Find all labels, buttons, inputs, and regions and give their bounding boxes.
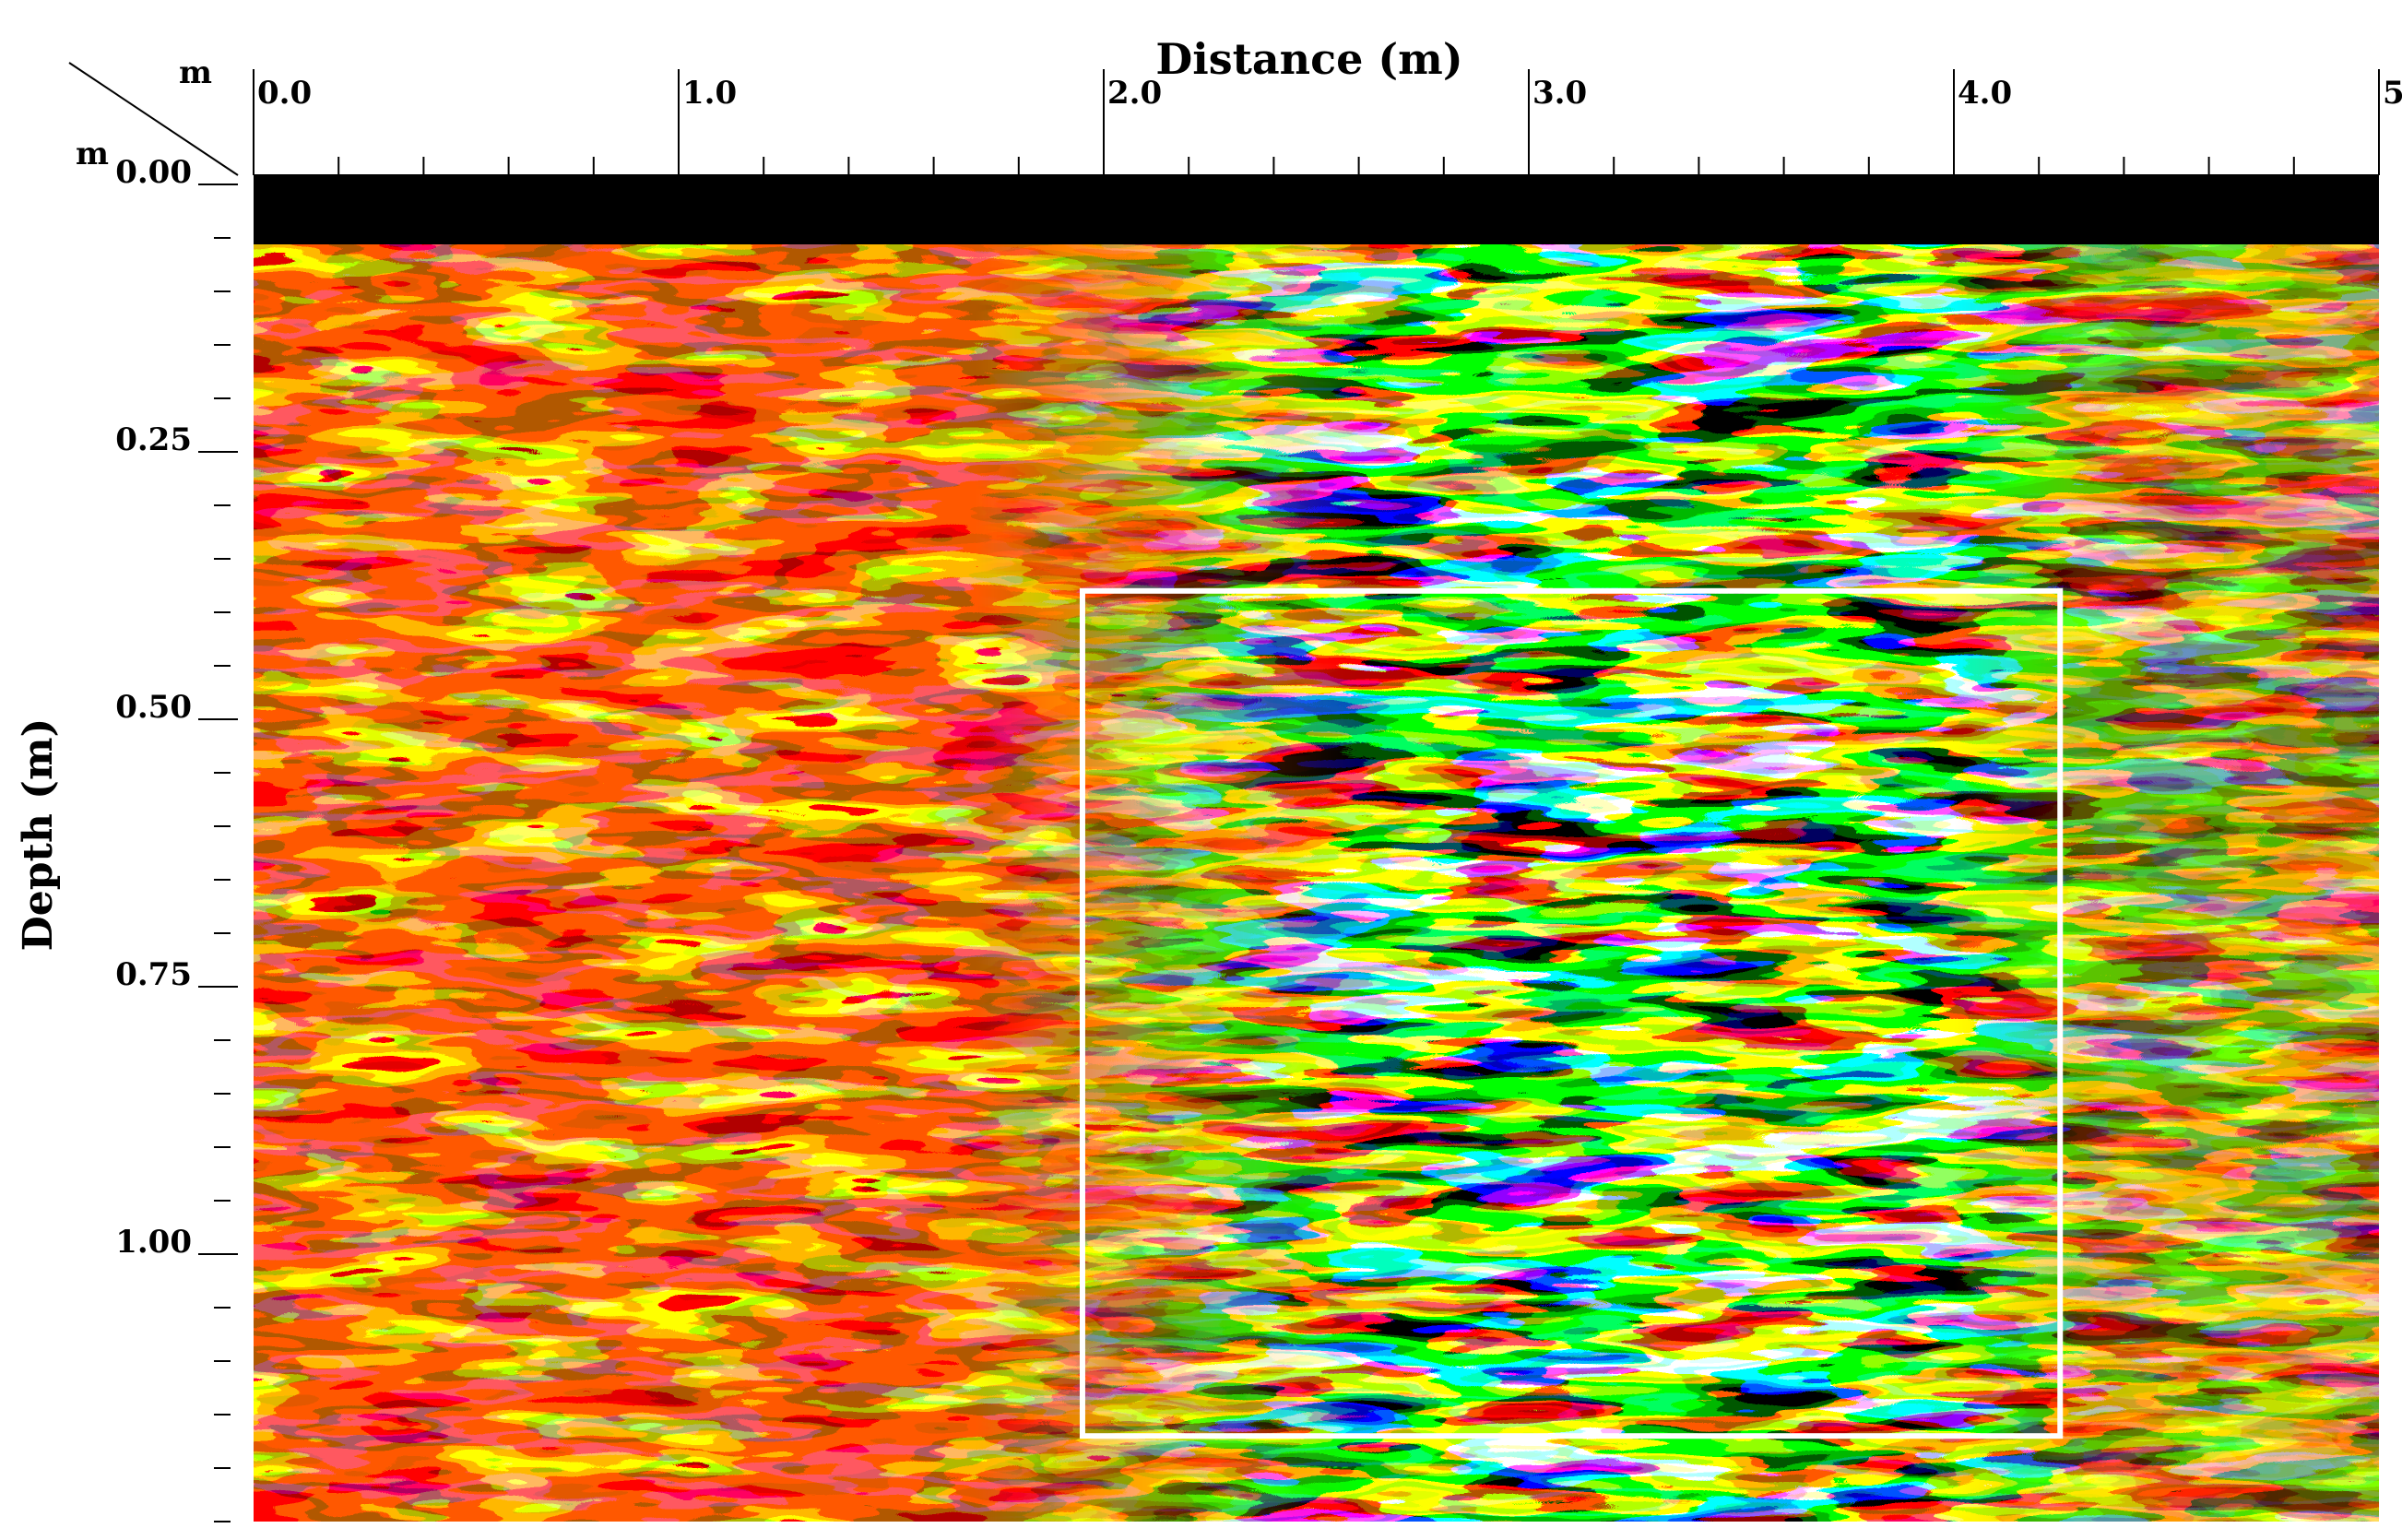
y-axis-title: Depth (m) (15, 718, 62, 952)
corner-x-unit: m (179, 54, 212, 91)
x-tick-label: 3.0 (1532, 75, 1587, 112)
radargram-texture-warm (254, 175, 2379, 1522)
y-axis-tick-labels: 0.00 0.25 0.50 0.75 1.00 (115, 154, 192, 1261)
corner-y-unit: m (76, 136, 109, 172)
y-tick-label: 0.00 (115, 154, 192, 191)
x-axis-ticks (253, 69, 2380, 175)
y-tick-label: 0.50 (115, 689, 192, 726)
y-tick-label: 0.25 (115, 421, 192, 458)
x-tick-label: 0.0 (257, 75, 312, 112)
x-tick-label: 1.0 (682, 75, 737, 112)
corner-diagonal (68, 62, 239, 176)
x-tick-label: 2.0 (1107, 75, 1162, 112)
x-tick-label: 4.0 (1958, 75, 2012, 112)
y-tick-label: 1.00 (115, 1224, 192, 1261)
x-axis-tick-labels: 0.0 1.0 2.0 3.0 4.0 5.0 (257, 75, 2402, 112)
air-gap-band (254, 175, 2379, 244)
x-tick-label: 5.0 (2383, 75, 2402, 112)
radargram-image (254, 175, 2379, 1522)
x-axis-title: Distance (m) (1155, 34, 1462, 84)
y-tick-label: 0.75 (115, 956, 192, 993)
highlight-rectangle (1079, 587, 2064, 1439)
y-axis-ticks (198, 184, 238, 1522)
